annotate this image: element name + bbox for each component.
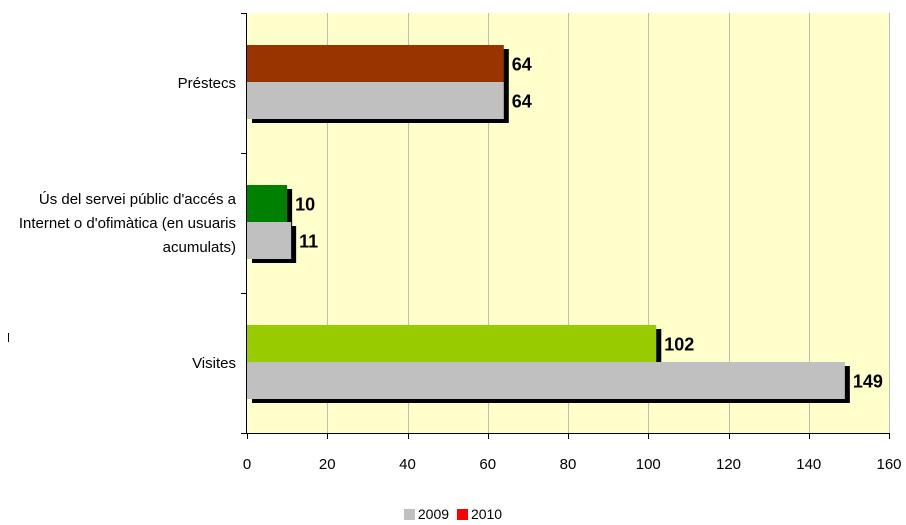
x-tick-label: 160 [876,456,901,473]
bar-2010 [247,325,657,362]
legend: 2009 2010 [0,506,906,522]
x-tick-label: 100 [636,456,661,473]
x-tick-label: 0 [243,456,251,473]
legend-item-2010: 2010 [456,506,503,522]
legend-label-2010: 2010 [470,506,503,522]
x-tick-label: 80 [560,456,577,473]
data-label-2009: 149 [853,372,883,392]
x-tick-label: 140 [796,456,821,473]
legend-label-2009: 2009 [417,506,450,522]
category-label-internet-use: Ús del servei públic d'accés a Internet … [18,191,236,256]
bar-2010 [247,45,504,82]
bar-2009 [247,362,845,399]
data-label-2009: 11 [299,232,318,252]
data-label-2010: 10 [295,195,315,215]
x-tick-label: 120 [716,456,741,473]
data-label-2009: 64 [512,92,532,112]
category-label-prestecs: Préstecs [177,75,236,92]
legend-swatch-2010 [456,509,468,520]
bar-2010 [247,185,288,222]
data-label-2010: 64 [512,55,532,75]
legend-swatch-2009 [403,509,415,520]
category-label-visites: Visites [192,355,236,372]
data-label-2010: 102 [664,335,694,355]
bar-2009 [247,222,292,259]
legend-item-2009: 2009 [403,506,450,522]
x-tick-label: 60 [479,456,496,473]
bar-2009 [247,82,504,119]
x-tick-label: 20 [319,456,336,473]
x-tick-label: 40 [399,456,416,473]
